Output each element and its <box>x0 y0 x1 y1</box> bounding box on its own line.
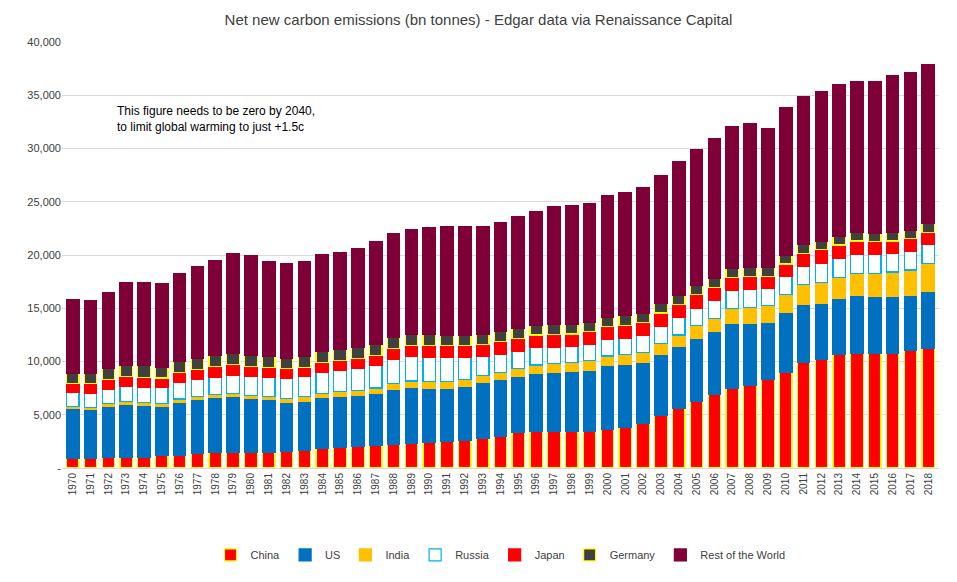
svg-text:2010: 2010 <box>780 473 791 496</box>
svg-text:15,000: 15,000 <box>27 302 61 314</box>
svg-text:1996: 1996 <box>530 473 541 496</box>
svg-text:1985: 1985 <box>334 473 345 496</box>
svg-text:1972: 1972 <box>103 473 114 496</box>
svg-text:1991: 1991 <box>441 473 452 496</box>
svg-text:1982: 1982 <box>281 473 292 496</box>
svg-text:1983: 1983 <box>299 473 310 496</box>
svg-text:2002: 2002 <box>637 473 648 496</box>
svg-text:India: India <box>385 549 410 561</box>
svg-text:1980: 1980 <box>245 473 256 496</box>
svg-text:25,000: 25,000 <box>27 196 61 208</box>
svg-text:1999: 1999 <box>584 473 595 496</box>
svg-text:1989: 1989 <box>406 473 417 496</box>
svg-text:2015: 2015 <box>869 473 880 496</box>
svg-text:Net new carbon emissions (bn t: Net new carbon emissions (bn tonnes) - E… <box>225 11 733 28</box>
svg-text:1977: 1977 <box>192 473 203 496</box>
svg-text:2007: 2007 <box>726 473 737 496</box>
svg-text:1974: 1974 <box>138 473 149 496</box>
svg-text:2000: 2000 <box>602 473 613 496</box>
svg-text:2011: 2011 <box>798 473 809 495</box>
svg-text:2014: 2014 <box>851 473 862 496</box>
svg-text:1993: 1993 <box>477 473 488 496</box>
svg-text:1973: 1973 <box>120 473 131 496</box>
svg-text:2018: 2018 <box>923 473 934 496</box>
svg-text:1970: 1970 <box>67 473 78 496</box>
svg-text:Russia: Russia <box>455 549 490 561</box>
svg-text:1994: 1994 <box>495 473 506 496</box>
svg-text:This figure needs to be zero b: This figure needs to be zero by 2040,to … <box>117 104 315 134</box>
svg-text:1975: 1975 <box>156 473 167 496</box>
svg-text:China: China <box>251 549 281 561</box>
svg-text:1990: 1990 <box>423 473 434 496</box>
svg-text:35,000: 35,000 <box>27 89 61 101</box>
svg-text:1984: 1984 <box>317 473 328 496</box>
svg-text:5,000: 5,000 <box>33 409 61 421</box>
svg-text:1992: 1992 <box>459 473 470 496</box>
svg-text:1987: 1987 <box>370 473 381 496</box>
svg-text:30,000: 30,000 <box>27 142 61 154</box>
svg-text:-: - <box>57 462 61 474</box>
svg-text:2006: 2006 <box>709 473 720 496</box>
svg-text:2016: 2016 <box>887 473 898 496</box>
svg-text:1978: 1978 <box>210 473 221 496</box>
svg-text:40,000: 40,000 <box>27 36 61 48</box>
svg-text:Rest of the World: Rest of the World <box>700 549 785 561</box>
svg-text:1997: 1997 <box>548 473 559 496</box>
svg-text:2005: 2005 <box>691 473 702 496</box>
svg-text:1976: 1976 <box>174 473 185 496</box>
svg-text:US: US <box>325 549 340 561</box>
svg-text:2012: 2012 <box>816 473 827 496</box>
svg-text:1988: 1988 <box>388 473 399 496</box>
svg-text:2004: 2004 <box>673 473 684 496</box>
svg-text:1981: 1981 <box>263 473 274 496</box>
svg-text:20,000: 20,000 <box>27 249 61 261</box>
svg-text:2013: 2013 <box>833 473 844 496</box>
svg-text:2017: 2017 <box>905 473 916 496</box>
svg-text:Japan: Japan <box>535 549 565 561</box>
svg-text:1979: 1979 <box>227 473 238 496</box>
svg-text:2008: 2008 <box>744 473 755 496</box>
svg-text:1995: 1995 <box>513 473 524 496</box>
svg-text:1971: 1971 <box>85 473 96 496</box>
svg-text:2001: 2001 <box>620 473 631 496</box>
svg-text:2009: 2009 <box>762 473 773 496</box>
svg-text:Germany: Germany <box>610 549 656 561</box>
svg-text:1986: 1986 <box>352 473 363 496</box>
svg-text:1998: 1998 <box>566 473 577 496</box>
svg-text:10,000: 10,000 <box>27 355 61 367</box>
svg-text:2003: 2003 <box>655 473 666 496</box>
